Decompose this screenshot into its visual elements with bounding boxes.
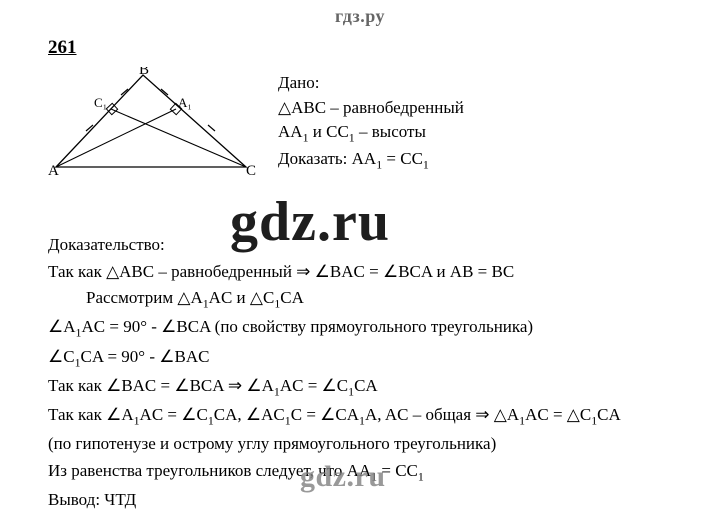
given-line1: △ABC – равнобедренный bbox=[278, 96, 464, 121]
top-row: A B C C₁ A₁ Дано: △ABC – равнобедренный … bbox=[48, 67, 720, 177]
problem-number: 261 bbox=[48, 37, 720, 59]
svg-text:B: B bbox=[139, 67, 149, 78]
given-line3: Доказать: AA1 = CC1 bbox=[278, 147, 464, 174]
proof-line2: Рассмотрим △A1AC и △C1CA bbox=[86, 285, 720, 313]
given-block: Дано: △ABC – равнобедренный AA1 и CC1 – … bbox=[278, 67, 464, 177]
svg-text:C₁: C₁ bbox=[94, 95, 107, 110]
svg-text:C: C bbox=[246, 163, 256, 177]
proof-line8: Из равенства треугольников следует, что … bbox=[48, 458, 720, 486]
proof-title: Доказательство: bbox=[48, 232, 720, 258]
proof-line6: Так как ∠A1AC = ∠C1CA, ∠AC1C = ∠CA1A, AC… bbox=[48, 402, 720, 430]
given-title: Дано: bbox=[278, 71, 464, 96]
diagram-svg: A B C C₁ A₁ bbox=[48, 67, 258, 177]
svg-text:A₁: A₁ bbox=[178, 95, 192, 110]
proof-line3: ∠A1AC = 90° - ∠BCA (по свойству прямоуго… bbox=[48, 314, 720, 342]
proof-line1: Так как △ABC – равнобедренный ⇒ ∠BAC = ∠… bbox=[48, 259, 720, 285]
proof-block: Доказательство: Так как △ABC – равнобедр… bbox=[48, 232, 720, 513]
proof-line7: (по гипотенузе и острому углу прямоуголь… bbox=[48, 431, 720, 457]
site-header: гдз.ру bbox=[0, 0, 720, 27]
svg-text:A: A bbox=[48, 163, 59, 177]
triangle-diagram: A B C C₁ A₁ bbox=[48, 67, 258, 177]
proof-line5: Так как ∠BAC = ∠BCA ⇒ ∠A1AC = ∠C1CA bbox=[48, 373, 720, 401]
proof-line4: ∠C1CA = 90° - ∠BAC bbox=[48, 344, 720, 372]
proof-line9: Вывод: ЧТД bbox=[48, 487, 720, 513]
given-line2: AA1 и CC1 – высоты bbox=[278, 120, 464, 147]
